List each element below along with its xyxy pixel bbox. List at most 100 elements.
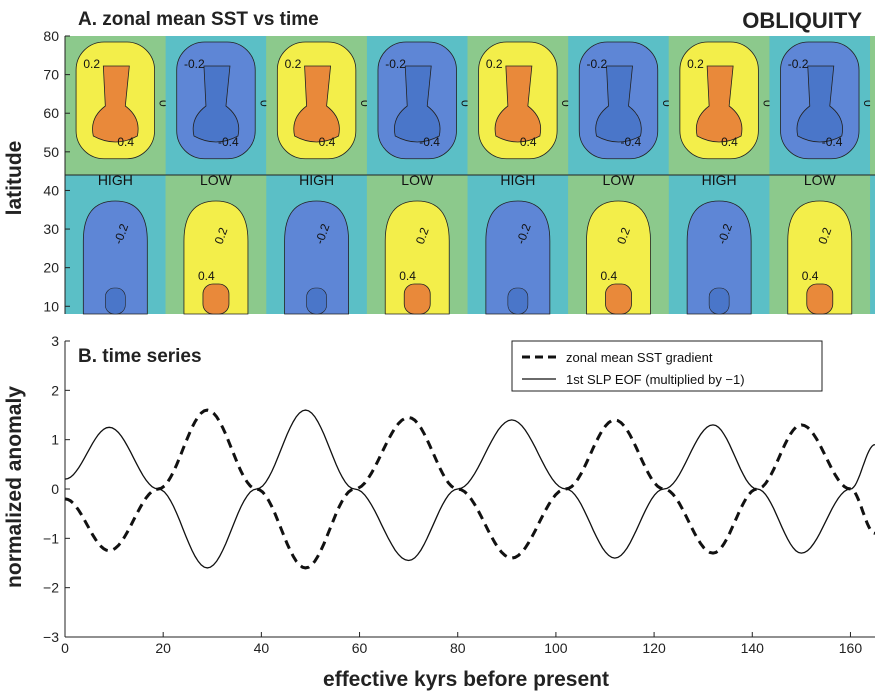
contour-label: 0.4 [802,269,819,283]
heatmap-bottom-core [605,283,632,315]
phase-label: HIGH [702,172,737,188]
x-tick-label: 0 [61,640,69,656]
contour-label: 0 [660,100,674,107]
heatmap-bottom-core [105,287,126,315]
x-tick-label: 160 [839,640,863,656]
contour-label: 0 [760,100,774,107]
contour-label: 0.4 [319,135,336,149]
y-tick-label: 20 [43,260,59,276]
contour-label: 0.2 [486,57,503,71]
phase-label: LOW [804,172,837,188]
heatmap-bottom-tile [870,175,875,314]
legend: zonal mean SST gradient 1st SLP EOF (mul… [511,340,823,392]
series-sst-gradient-line [64,408,875,570]
y-tick-label: 3 [51,333,59,349]
x-tick-label: 60 [352,640,368,656]
heatmap-top-core [192,65,240,143]
contour-label: 0.4 [117,135,134,149]
panel-a-heatmap: 0.2 0.4 0 HIGH -0.2 -0.2 -0.4 0 LOW 0.4 0.2 0.2 0.4 0… [3,9,875,315]
contour-label: 0.2 [83,57,100,71]
contour-label: 0 [459,100,473,107]
y-tick-label: −1 [43,530,59,546]
heatmap-bottom-core [202,283,230,315]
y-tick-label: 10 [43,298,59,314]
contour-label: -0.4 [621,135,642,149]
contour-label: -0.2 [514,222,534,247]
contour-label: 0.4 [601,269,618,283]
heatmap-top-core [595,65,642,143]
y-tick-label: −3 [43,629,59,645]
panel-a-axes: 10 20 30 40 50 60 70 80 [43,28,70,314]
heatmap-bottom-core [708,287,730,315]
legend-label-slp: 1st SLP EOF (multiplied by −1) [566,372,745,387]
contour-label: -0.2 [184,57,205,71]
heatmap-bottom-blob [183,200,249,315]
phase-label: LOW [200,172,233,188]
panel-b-ylabel: normalized anomaly [3,386,26,588]
y-tick-label: 80 [43,28,59,44]
y-tick-label: 40 [43,182,59,198]
heatmap-top-core [293,65,340,143]
x-axis-label: effective kyrs before present [323,668,609,691]
heatmap-bottom-blob [787,200,853,315]
heatmap-top-core [92,65,139,143]
heatmap-bottom-core [403,283,431,315]
panel-b-axes: −3 −2 −1 0 1 2 3 0 20 40 60 80 100 120 140 160 [43,333,875,656]
heatmap-top-tile [870,36,875,175]
contour-label: -0.2 [312,222,332,247]
figure-label: OBLIQUITY [742,8,862,33]
y-tick-label: 30 [43,221,59,237]
panel-b-line-chart: −3 −2 −1 0 1 2 3 0 20 40 60 80 100 120 140 160 B. time … [3,333,875,691]
heatmap-bottom-blob [82,200,148,315]
y-tick-label: 70 [43,67,59,83]
contour-label: -0.2 [788,57,809,71]
x-tick-label: 100 [544,640,568,656]
x-tick-label: 20 [155,640,171,656]
heatmap-field: 0.2 0.4 0 HIGH -0.2 -0.2 -0.4 0 LOW 0.4 0.2 0.2 0.4 0… [65,36,875,315]
contour-label: -0.4 [822,135,843,149]
heatmap-top-core [394,65,441,143]
contour-label: -0.2 [385,57,406,71]
legend-label-sst: zonal mean SST gradient [566,350,713,365]
y-tick-label: 0 [51,481,59,497]
heatmap-bottom-blob [586,200,651,315]
contour-label: 0 [157,100,171,107]
contour-label: 0.4 [198,269,215,283]
panel-b-title: B. time series [78,346,202,367]
heatmap-bottom-blob [284,200,349,315]
contour-label: 0.2 [815,225,834,246]
x-tick-label: 40 [254,640,270,656]
panel-b-series [64,408,875,570]
contour-label: -0.2 [715,222,735,247]
panel-a-title: A. zonal mean SST vs time [78,9,319,30]
heatmap-top-core [695,65,743,143]
contour-label: 0.2 [285,57,302,71]
contour-label: 0 [861,100,875,107]
phase-label: LOW [603,172,636,188]
heatmap-bottom-core [806,283,834,315]
y-tick-label: 60 [43,105,59,121]
series-slp-eof-line [64,409,875,569]
phase-label: HIGH [500,172,535,188]
contour-label: 0 [358,100,372,107]
contour-label: 0.4 [721,135,738,149]
contour-label: -0.2 [587,57,608,71]
contour-label: 0.4 [399,269,416,283]
y-tick-label: 50 [43,144,59,160]
contour-label: 0.2 [413,225,432,246]
heatmap-top-core [494,65,542,143]
y-tick-label: 1 [51,432,59,448]
contour-label: 0 [257,100,271,107]
panel-a-ylabel: latitude [3,141,26,216]
heatmap-bottom-blob [686,200,752,315]
phase-label: LOW [401,172,434,188]
contour-label: -0.2 [111,222,131,247]
contour-label: -0.4 [218,135,239,149]
heatmap-top-core [796,65,843,143]
contour-label: 0.2 [614,225,633,246]
contour-label: 0 [559,100,573,107]
contour-label: 0.2 [212,225,231,246]
y-tick-label: 2 [51,382,59,398]
heatmap-bottom-core [306,287,327,315]
